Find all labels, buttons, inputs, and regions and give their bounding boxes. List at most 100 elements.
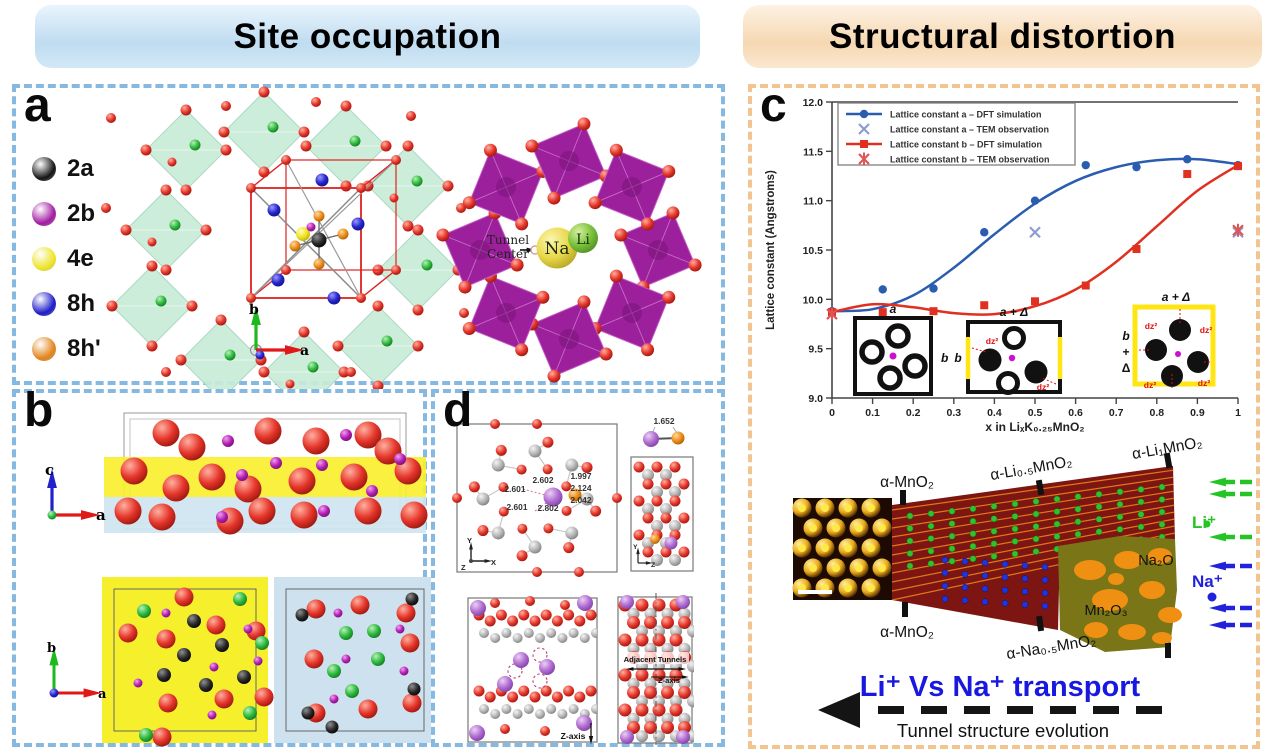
svg-text:x in LiₓK₀.₂₅MnO₂: x in LiₓK₀.₂₅MnO₂ [985, 420, 1084, 434]
svg-text:12.0: 12.0 [803, 97, 824, 109]
evolution-direction-arrow [818, 692, 1168, 728]
axis-indicator-ab [250, 305, 305, 360]
inset2-b-label: b [954, 351, 961, 365]
site-cluster [267, 173, 365, 305]
inset3-dz2-label-4: dz² [1198, 378, 1211, 388]
legend-label-4e: 4e [67, 244, 94, 272]
sphere-2a-icon [32, 156, 56, 181]
inset3-b-label: b [1122, 329, 1129, 343]
svg-text:Lattice constant b – TEM obser: Lattice constant b – TEM observation [890, 155, 1050, 165]
svg-text:0.3: 0.3 [946, 407, 961, 419]
na2o-label: Na₂O [1138, 553, 1173, 569]
axis-a-label-top: a [96, 506, 106, 524]
li-k-pair [643, 426, 685, 447]
svg-text:Lattice constant a – TEM obser: Lattice constant a – TEM observation [890, 125, 1049, 135]
panel-a: a 2a 2b 4e 8h 8h' b a Tunnel Center Na L… [12, 79, 725, 418]
bond-length-7: 2.802 [538, 503, 559, 513]
legend-label-8h-prime: 8h' [67, 334, 101, 362]
bond-length-5: 2.042 [571, 495, 592, 505]
adjacent-tunnels-structure [617, 593, 694, 745]
svg-text:9.0: 9.0 [808, 393, 823, 405]
sphere-8h-icon [32, 291, 56, 316]
axis-indicator-ca [47, 468, 101, 520]
legend-label-2b: 2b [67, 199, 96, 227]
panel-d-graphic: 2.601 2.602 1.997 2.124 2.042 2.601 2.80… [452, 416, 694, 745]
bond-length-3: 1.997 [571, 471, 592, 481]
inset3-dz2-label-1: dz² [1145, 321, 1158, 331]
panel-c-label: c [760, 79, 787, 132]
svg-text:Lattice constant b – DFT simul: Lattice constant b – DFT simulation [890, 140, 1042, 150]
panel-d-label: d [443, 384, 473, 437]
phase-top-mid-label: α-Li₀.₅MnO₂ [989, 453, 1073, 484]
inset2-a-label: a + Δ [1000, 305, 1028, 319]
axis-z-label: Z [461, 563, 466, 572]
bond-length-1: 2.601 [505, 484, 526, 494]
tunnel-center-label-1: Tunnel [487, 233, 529, 247]
yellow-layer-top-view [102, 577, 274, 747]
axis-z-label-2: Z [651, 562, 655, 569]
header-structural-distortion-text: Structural distortion [829, 16, 1176, 56]
sphere-8h-prime-icon [32, 336, 56, 361]
svg-text:0.5: 0.5 [1028, 407, 1043, 419]
bond-length-6: 2.601 [507, 502, 528, 512]
axis-c-label: c [45, 461, 54, 479]
panel-d: d 2.601 2.602 1.997 2.124 2.042 2.601 2.… [431, 384, 725, 747]
axis-b-label-bottom: b [47, 641, 56, 656]
pair-bond-length: 1.652 [654, 416, 675, 426]
svg-text:10.0: 10.0 [803, 294, 824, 306]
axis-a-label: a [300, 343, 309, 359]
svg-text:0.8: 0.8 [1149, 407, 1164, 419]
na-ion-label: Na⁺ [1192, 572, 1223, 591]
axis-x-label: X [491, 558, 496, 567]
z-axis-label-1: Z-axis [561, 731, 586, 741]
bond-length-2: 2.602 [533, 475, 554, 485]
axis-y-label-2: Y [633, 544, 638, 551]
legend-label-8h: 8h [67, 289, 96, 317]
phase-bottom-left-label: α-MnO₂ [880, 624, 934, 641]
li-sphere-label: Li [576, 232, 590, 248]
mno6-octahedra [101, 86, 469, 418]
na-sphere-label: Na [544, 239, 569, 259]
panel-a-graphic: b a Tunnel Center Na Li [101, 86, 702, 418]
panel-b-graphic: c a b a [45, 412, 436, 747]
inset3-dz2-label-2: dz² [1200, 325, 1213, 335]
inset3-plus-label: + [1122, 345, 1129, 359]
k-in-tunnel-structure [467, 595, 598, 745]
adjacent-tunnels-label: Adjacent Tunnels [624, 655, 687, 664]
svg-text:0.2: 0.2 [906, 407, 921, 419]
chart-plot: 9.09.510.010.511.011.512.00 0.1 0.2 0.3 0.4 0… [765, 97, 1244, 434]
layered-structure-side-view [104, 412, 428, 535]
schematic-graphic [792, 452, 1252, 658]
legend-item-8h: 8h [32, 281, 101, 326]
svg-text:11.0: 11.0 [803, 196, 823, 208]
phase-top-left-label: α-MnO₂ [880, 474, 934, 491]
panel-a-label: a [24, 79, 51, 132]
svg-text:0.9: 0.9 [1190, 407, 1205, 419]
header-site-occupation-text: Site occupation [233, 16, 502, 56]
inset1-circles [859, 323, 928, 391]
site-legend: 2a 2b 4e 8h 8h' [32, 146, 101, 371]
tunnel-center-label-2: Center [487, 247, 529, 261]
svg-text:0.7: 0.7 [1109, 407, 1124, 419]
svg-text:Lattice constant (Angstroms): Lattice constant (Angstroms) [765, 170, 777, 330]
inset3-circles [1139, 309, 1210, 388]
svg-text:0.4: 0.4 [987, 407, 1002, 419]
axis-b-label: b [249, 302, 259, 318]
panel-b-label: b [24, 384, 54, 437]
inset1-b-label: b [941, 351, 948, 365]
panel-c: c 9.0 9.5 10.0 10.5 11.0 11.5 12.0 0 0.1 0.2 0.3 0.… [748, 79, 1260, 749]
inset2-dz2-label-2: dz² [1037, 382, 1050, 392]
axis-indicators-xyz [469, 542, 653, 565]
side-view-structure [630, 456, 694, 572]
panel-b: b c a b a [12, 384, 436, 747]
legend-label-2a: 2a [67, 154, 94, 182]
inset2-circles [971, 326, 1057, 395]
tunnel-evolution-schematic: α-MnO₂ α-Li₀.₅MnO₂ α-Li₁MnO₂ α-MnO₂ α-Na… [792, 434, 1252, 741]
header-structural-distortion: Structural distortion [743, 5, 1262, 68]
tunnel-cross-section-structure [452, 419, 622, 577]
tunnel-center-marker [520, 223, 598, 269]
inset3-a-label: a + Δ [1162, 290, 1190, 304]
header-site-occupation: Site occupation [35, 5, 700, 68]
mn2o3-label: Mn₂O₃ [1085, 603, 1128, 619]
li-ion-label: Li⁺ [1192, 513, 1216, 532]
